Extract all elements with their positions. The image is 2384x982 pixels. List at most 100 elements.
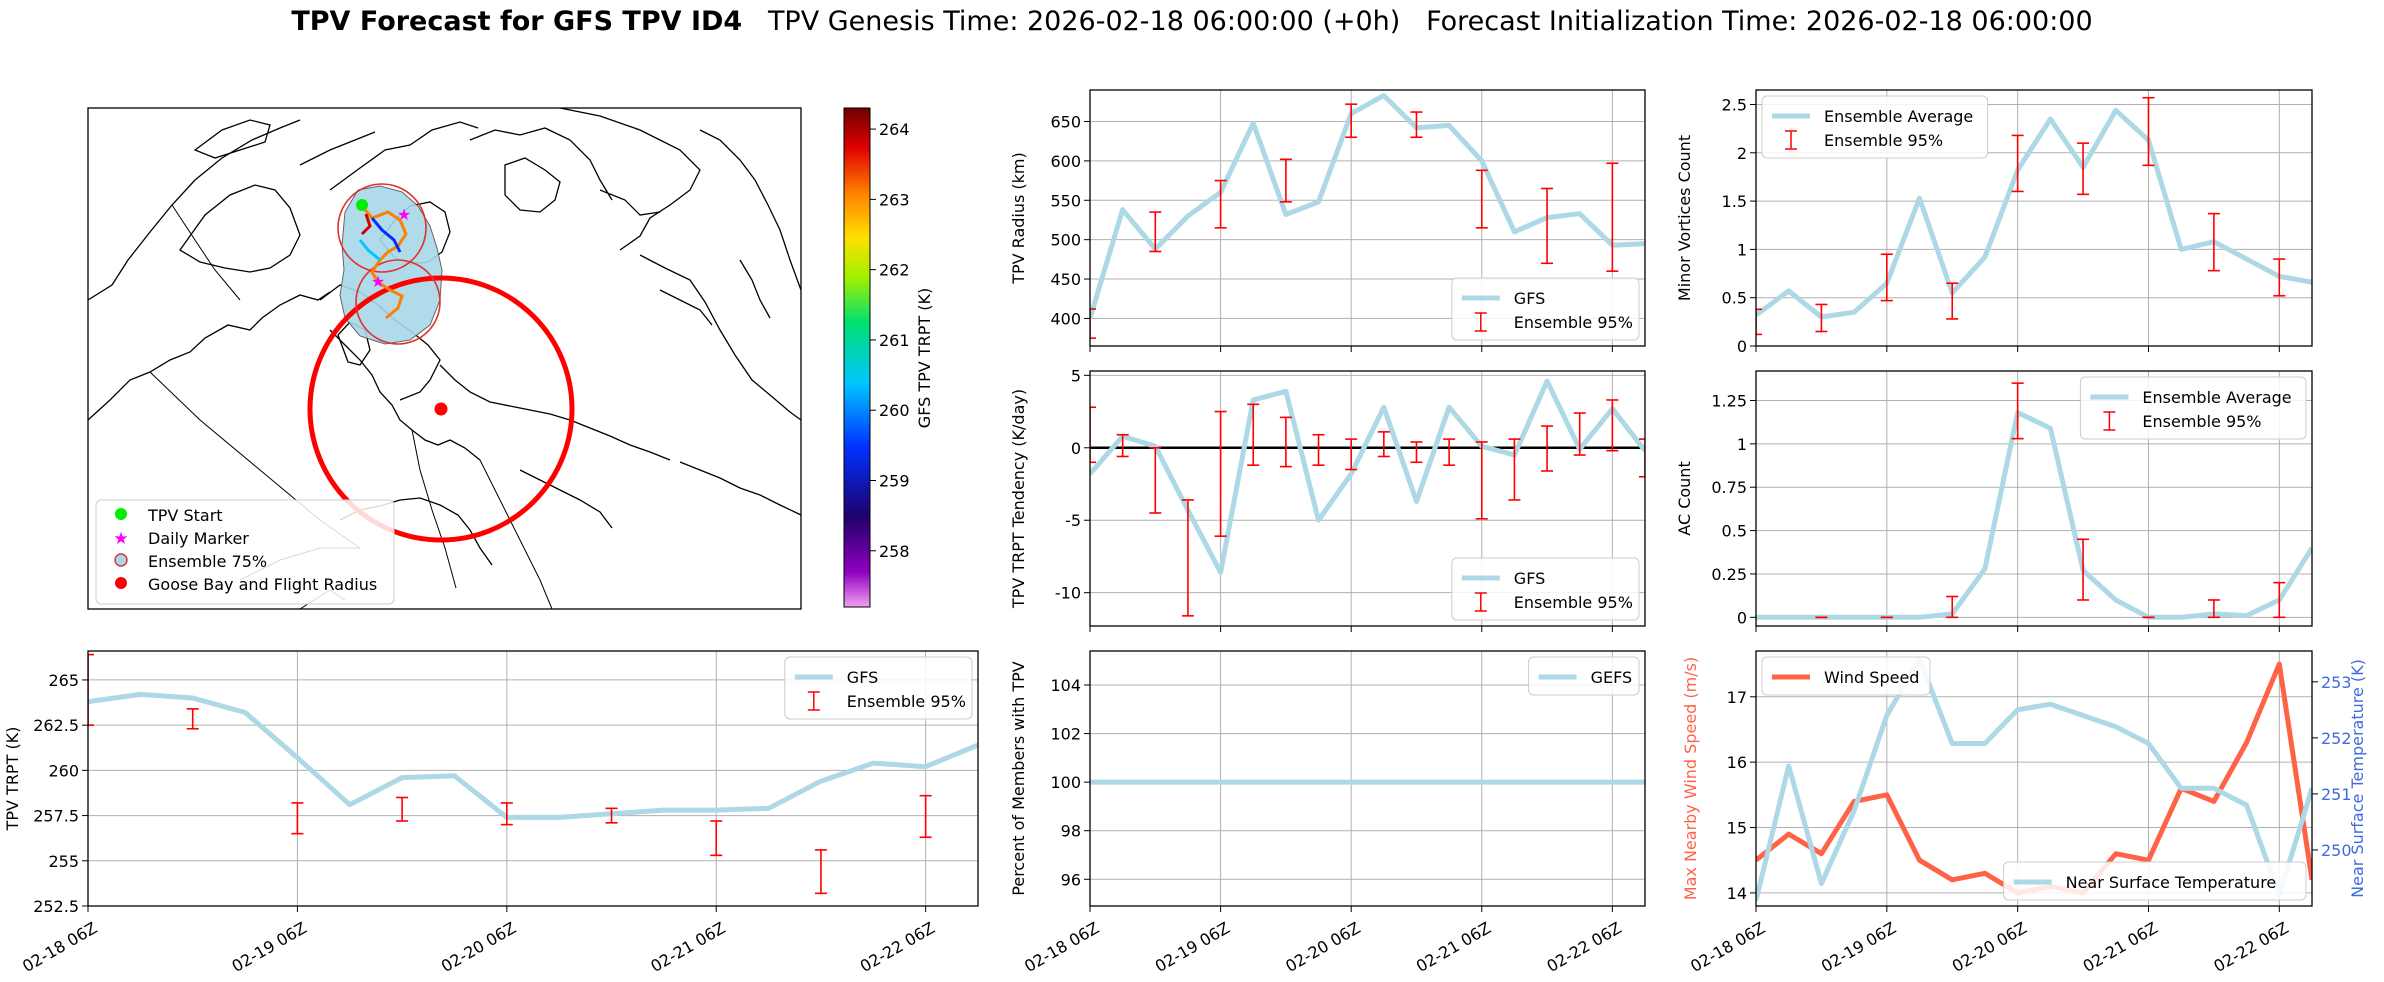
trpt-errorbar-2 <box>291 802 304 835</box>
tendency-errorbar-1 <box>1116 433 1129 458</box>
members-xtick-label-1: 02-19 06Z <box>1152 918 1233 976</box>
radius-errorbar-4 <box>1345 103 1358 139</box>
wind-yticks: 14 15 16 17 <box>1727 688 1756 903</box>
minor-legend-errorbar <box>1785 130 1797 150</box>
tendency-series-0 <box>1090 378 1645 575</box>
trpt-xtick-label-4: 02-22 06Z <box>857 918 938 976</box>
radius-ytick-label-2: 500 <box>1050 231 1081 250</box>
colorbar-tick-label-3: 261 <box>879 331 910 350</box>
wind-ytick-label-2: 16 <box>1727 753 1747 772</box>
tpv-track <box>360 205 408 320</box>
ac-plot <box>1756 382 2312 620</box>
tpv-track-cyan <box>358 239 381 262</box>
ac-ytick-label-4: 1 <box>1737 435 1747 454</box>
tendency-xticks <box>1089 626 1613 632</box>
colorbar-tick-label-1: 259 <box>879 471 910 490</box>
trpt-errorbar-8 <box>919 794 932 839</box>
minor-ytick-label-4: 2 <box>1737 144 1747 163</box>
tendency-errorbar-12 <box>1475 441 1488 520</box>
minor-errorbar-0 <box>1756 308 1762 336</box>
colorbar-tick-label-2: 260 <box>879 401 910 420</box>
tendency-plot <box>1090 378 1645 617</box>
colorbar-tick-label-0: 258 <box>879 542 910 561</box>
ac-ytick-label-2: 0.5 <box>1722 522 1747 541</box>
trpt-xtick-label-0: 02-18 06Z <box>19 918 100 976</box>
trpt-legend: GFS Ensemble 95% <box>784 656 973 720</box>
wind-xtick-label-2: 02-20 06Z <box>1949 918 2030 976</box>
legend-ensemble: Ensemble 75% <box>148 552 267 571</box>
wind-xtick-label-4: 02-22 06Z <box>2210 918 2291 976</box>
tendency-errorbar-11 <box>1443 438 1456 466</box>
colorbar-gradient <box>843 107 871 608</box>
minor-errorbar-2 <box>1880 253 1893 302</box>
radius-errorbar-8 <box>1606 162 1619 272</box>
members-ylabel: Percent of Members with TPV <box>1009 661 1028 895</box>
trpt-errorbar-4 <box>500 802 513 826</box>
radius-xticks <box>1089 346 1613 352</box>
minor-errorbar-5 <box>2077 142 2090 196</box>
minor-legend-label-0: Ensemble Average <box>1824 107 1973 126</box>
ac-legend-errorbar <box>2103 411 2116 431</box>
tendency-errorbar-5 <box>1247 403 1260 466</box>
tendency-errorbar-6 <box>1279 416 1292 468</box>
wind-xtick-label-1: 02-19 06Z <box>1818 918 1899 976</box>
wind-frame <box>1755 650 2313 907</box>
members-legend: GEFS <box>1528 656 1640 696</box>
minor-legend: Ensemble Average Ensemble 95% <box>1761 95 1989 159</box>
tendency-errorbar-14 <box>1541 425 1554 472</box>
tendency-errorbar-2 <box>1149 446 1162 514</box>
tendency-errorbar-8 <box>1345 438 1358 471</box>
minor-errorbar-7 <box>2207 212 2220 272</box>
radius-errorbar-5 <box>1410 111 1423 139</box>
ac-errorbar-2 <box>1946 595 1959 619</box>
tendency-ytick-label-2: 0 <box>1071 439 1081 458</box>
ac-legend: Ensemble Average Ensemble 95% <box>2079 376 2307 440</box>
minor-series-0 <box>1756 107 2312 320</box>
members-xtick-label-0: 02-18 06Z <box>1021 918 1102 976</box>
wind-series-0 <box>1756 661 2312 896</box>
minor-yticks: 0 0.5 1 1.5 2 2.5 <box>1722 95 1756 356</box>
wind-y2tick-label-2: 252 <box>2321 729 2352 748</box>
members-ytick-label-3: 102 <box>1050 725 1081 744</box>
wind-xtick-label-0: 02-18 06Z <box>1687 918 1768 976</box>
tendency-ytick-label-0: -10 <box>1055 584 1081 603</box>
members-xtick-label-2: 02-20 06Z <box>1282 918 1363 976</box>
trpt-ytick-label-5: 265 <box>48 671 79 690</box>
ac-ytick-label-3: 0.75 <box>1711 478 1747 497</box>
wind-y2ticks: 250 251 252 253 <box>2312 673 2352 860</box>
trpt-yticks: 252.5 255 257.5 260 262.5 265 <box>33 671 88 916</box>
flight-radius-small-2 <box>355 259 441 345</box>
map-panel: ★ ★ TPV Start ★ Daily Marker Ensemble 75… <box>87 107 934 610</box>
legend-daily-marker-icon: ★ <box>113 529 128 549</box>
wind-series-1 <box>1756 656 2312 901</box>
minor-ytick-label-2: 1 <box>1737 240 1747 259</box>
colorbar-tick-label-5: 263 <box>879 190 910 209</box>
tendency-errorbar-10 <box>1410 441 1423 464</box>
wind-ytick-label-0: 14 <box>1727 884 1747 903</box>
minor-ytick-label-5: 2.5 <box>1722 95 1747 114</box>
trpt-xtick-label-2: 02-20 06Z <box>438 918 519 976</box>
tendency-errorbar-15 <box>1573 412 1586 456</box>
minor-errorbar-6 <box>2142 96 2155 167</box>
radius-ytick-label-4: 600 <box>1050 152 1081 171</box>
trpt-ytick-label-1: 255 <box>48 852 79 871</box>
genesis-time: TPV Genesis Time: 2026-02-18 06:00:00 (+… <box>767 6 1401 37</box>
ac-legend-label-0: Ensemble Average <box>2142 388 2291 407</box>
wind-y2tick-label-1: 251 <box>2321 785 2352 804</box>
minor-grid <box>1755 90 2312 347</box>
trpt-series-0 <box>88 691 978 820</box>
members-ytick-label-1: 98 <box>1061 822 1081 841</box>
legend-flight-icon <box>115 577 127 589</box>
trpt-ytick-label-2: 257.5 <box>33 807 79 826</box>
daily-marker-2: ★ <box>371 272 385 291</box>
tendency-errorbar-13 <box>1508 438 1521 501</box>
radius-ytick-label-1: 450 <box>1050 270 1081 289</box>
wind-y2tick-label-0: 250 <box>2321 841 2352 860</box>
trpt-plot <box>88 653 978 895</box>
wind-ytick-label-3: 17 <box>1727 688 1747 707</box>
init-time: Forecast Initialization Time: 2026-02-18… <box>1426 6 2093 37</box>
tpv-track-red <box>360 213 372 236</box>
figure-title-bold: TPV Forecast for GFS TPV ID4 <box>291 6 743 37</box>
colorbar-tick-label-6: 264 <box>879 120 910 139</box>
